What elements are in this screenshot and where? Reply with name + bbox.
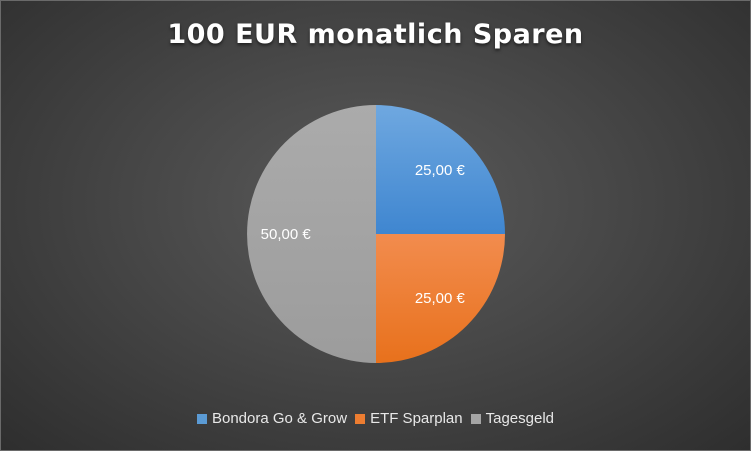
legend: Bondora Go & Grow ETF Sparplan Tagesgeld [1,410,750,427]
legend-swatch-1 [196,413,207,424]
legend-entry-3: Tagesgeld [470,410,554,427]
legend-label-3: Tagesgeld [485,410,554,427]
legend-label-2: ETF Sparplan [370,410,463,427]
legend-label-1: Bondora Go & Grow [211,410,348,427]
data-label-1: 25,00 € [415,162,466,179]
pie-slice-2 [376,234,505,363]
chart-title: 100 EUR monatlich Sparen [167,19,584,50]
legend-entry-2: ETF Sparplan [355,410,463,427]
data-label-3: 50,00 € [261,226,312,243]
pie-slice-3 [247,105,376,363]
legend-swatch-2 [355,413,366,424]
pie-slice-1 [376,105,505,234]
legend-swatch-3 [470,413,481,424]
data-label-2: 25,00 € [415,290,466,307]
legend-entry-1: Bondora Go & Grow [196,410,348,427]
